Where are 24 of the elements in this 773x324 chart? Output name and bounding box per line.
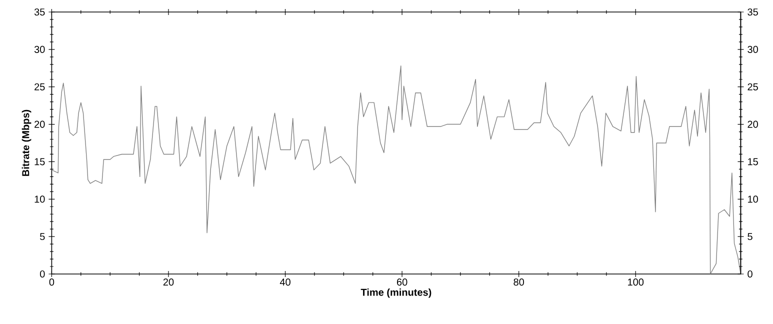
y-tick-label: 30 xyxy=(34,46,45,53)
y-tick-label: 20 xyxy=(34,120,45,128)
x-tick-label: 60 xyxy=(397,278,408,286)
x-tick-label: 40 xyxy=(280,278,290,286)
y-tick-label: 15 xyxy=(34,158,45,166)
y2-tick-label: 30 xyxy=(748,46,758,53)
y-tick-label: 5 xyxy=(40,233,45,240)
x-tick-label: 80 xyxy=(514,278,524,286)
y2-tick-label: 10 xyxy=(748,196,758,203)
y-tick-label: 25 xyxy=(34,83,45,90)
y-tick-label: 0 xyxy=(40,270,45,278)
y2-tick-label: 0 xyxy=(748,270,752,278)
x-tick-label: 100 xyxy=(628,278,644,286)
y-tick-label: 10 xyxy=(34,196,45,203)
y2-tick-label: 20 xyxy=(748,120,758,128)
x-tick-label: 20 xyxy=(163,278,174,286)
y2-tick-label: 15 xyxy=(748,158,758,166)
x-tick-label: 0 xyxy=(49,278,54,286)
x-axis-title: Time (minutes) xyxy=(360,288,432,298)
y-axis-title: Bitrate (Mbps) xyxy=(22,110,32,176)
y-tick-label: 35 xyxy=(34,8,45,16)
y2-tick-label: 35 xyxy=(748,8,758,16)
y2-tick-label: 25 xyxy=(748,83,758,90)
y2-tick-label: 5 xyxy=(748,233,752,240)
